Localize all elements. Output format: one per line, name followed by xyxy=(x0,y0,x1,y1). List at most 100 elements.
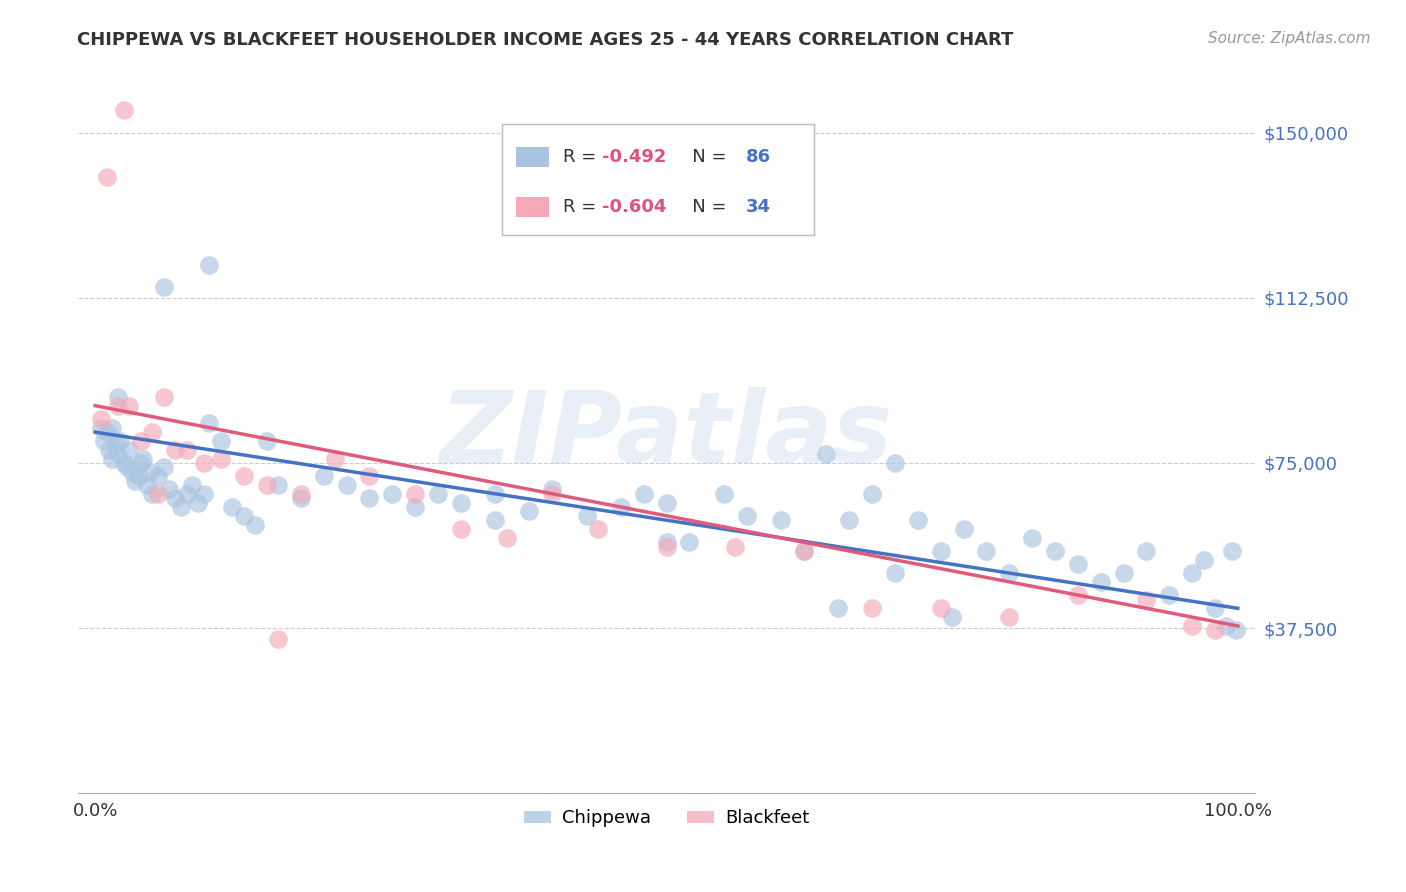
Text: N =: N = xyxy=(675,198,733,216)
Point xyxy=(90,420,112,434)
Point xyxy=(290,491,312,505)
Point xyxy=(176,442,198,457)
Point xyxy=(141,425,163,439)
Point xyxy=(1204,624,1226,638)
Point xyxy=(187,495,209,509)
Point xyxy=(198,417,221,431)
Point xyxy=(815,447,838,461)
Point xyxy=(107,447,129,461)
Point xyxy=(128,469,150,483)
Point xyxy=(1135,592,1157,607)
Point xyxy=(170,500,193,514)
Point xyxy=(929,544,952,558)
Point xyxy=(1181,566,1204,580)
Point xyxy=(121,465,143,479)
Point xyxy=(232,469,254,483)
Point xyxy=(93,434,115,448)
Point xyxy=(129,434,152,448)
Point xyxy=(96,425,118,439)
Point xyxy=(1225,624,1247,638)
Point xyxy=(290,487,312,501)
Point xyxy=(575,508,598,523)
Point xyxy=(165,491,187,505)
Point xyxy=(1021,531,1043,545)
Point xyxy=(633,487,655,501)
Point xyxy=(941,610,963,624)
Point xyxy=(404,500,426,514)
Point xyxy=(209,451,232,466)
Point xyxy=(1112,566,1135,580)
Point xyxy=(484,487,506,501)
Point xyxy=(1220,544,1243,558)
Point xyxy=(484,513,506,527)
Text: ZIPatlas: ZIPatlas xyxy=(440,387,893,483)
Point xyxy=(152,460,174,475)
Text: Source: ZipAtlas.com: Source: ZipAtlas.com xyxy=(1208,31,1371,46)
Point xyxy=(655,540,678,554)
Point xyxy=(404,487,426,501)
Point xyxy=(232,508,254,523)
Point xyxy=(112,103,135,118)
Point xyxy=(495,531,517,545)
Point xyxy=(107,390,129,404)
Text: 86: 86 xyxy=(745,148,770,166)
Text: -0.492: -0.492 xyxy=(602,148,666,166)
Point xyxy=(907,513,929,527)
Text: N =: N = xyxy=(675,148,733,166)
Point xyxy=(1181,619,1204,633)
Point xyxy=(193,487,215,501)
Point xyxy=(838,513,860,527)
Point xyxy=(221,500,243,514)
Point xyxy=(198,258,221,272)
Point xyxy=(256,478,278,492)
Point xyxy=(724,540,747,554)
Point xyxy=(793,544,815,558)
Point xyxy=(1215,619,1237,633)
Point xyxy=(998,566,1021,580)
Point xyxy=(152,279,174,293)
Point xyxy=(827,601,849,615)
Point xyxy=(976,544,998,558)
Point xyxy=(952,522,974,536)
Point xyxy=(181,478,204,492)
Point xyxy=(769,513,792,527)
Point xyxy=(267,632,290,647)
Point xyxy=(193,456,215,470)
Point xyxy=(267,478,290,492)
Point xyxy=(713,487,735,501)
Point xyxy=(359,491,381,505)
Point xyxy=(141,487,163,501)
Point xyxy=(146,469,169,483)
Point xyxy=(381,487,404,501)
Point xyxy=(96,169,118,184)
Text: R =: R = xyxy=(562,148,602,166)
Point xyxy=(159,483,181,497)
Point xyxy=(1090,574,1112,589)
Point xyxy=(678,535,700,549)
Point xyxy=(176,487,198,501)
Point xyxy=(655,535,678,549)
FancyBboxPatch shape xyxy=(516,197,548,218)
FancyBboxPatch shape xyxy=(502,124,814,235)
Point xyxy=(129,456,152,470)
Point xyxy=(110,434,132,448)
Point xyxy=(655,495,678,509)
Point xyxy=(118,399,141,413)
Point xyxy=(793,544,815,558)
Point xyxy=(1159,588,1181,602)
Point xyxy=(112,456,135,470)
Point xyxy=(139,465,162,479)
Point xyxy=(541,483,564,497)
Point xyxy=(165,442,187,457)
Point xyxy=(884,456,907,470)
Point xyxy=(1192,553,1215,567)
Point xyxy=(586,522,609,536)
Point xyxy=(359,469,381,483)
Point xyxy=(450,495,472,509)
Point xyxy=(1043,544,1066,558)
Point xyxy=(135,478,157,492)
Point xyxy=(243,517,266,532)
Point xyxy=(929,601,952,615)
Point xyxy=(107,399,129,413)
Point xyxy=(97,442,120,457)
